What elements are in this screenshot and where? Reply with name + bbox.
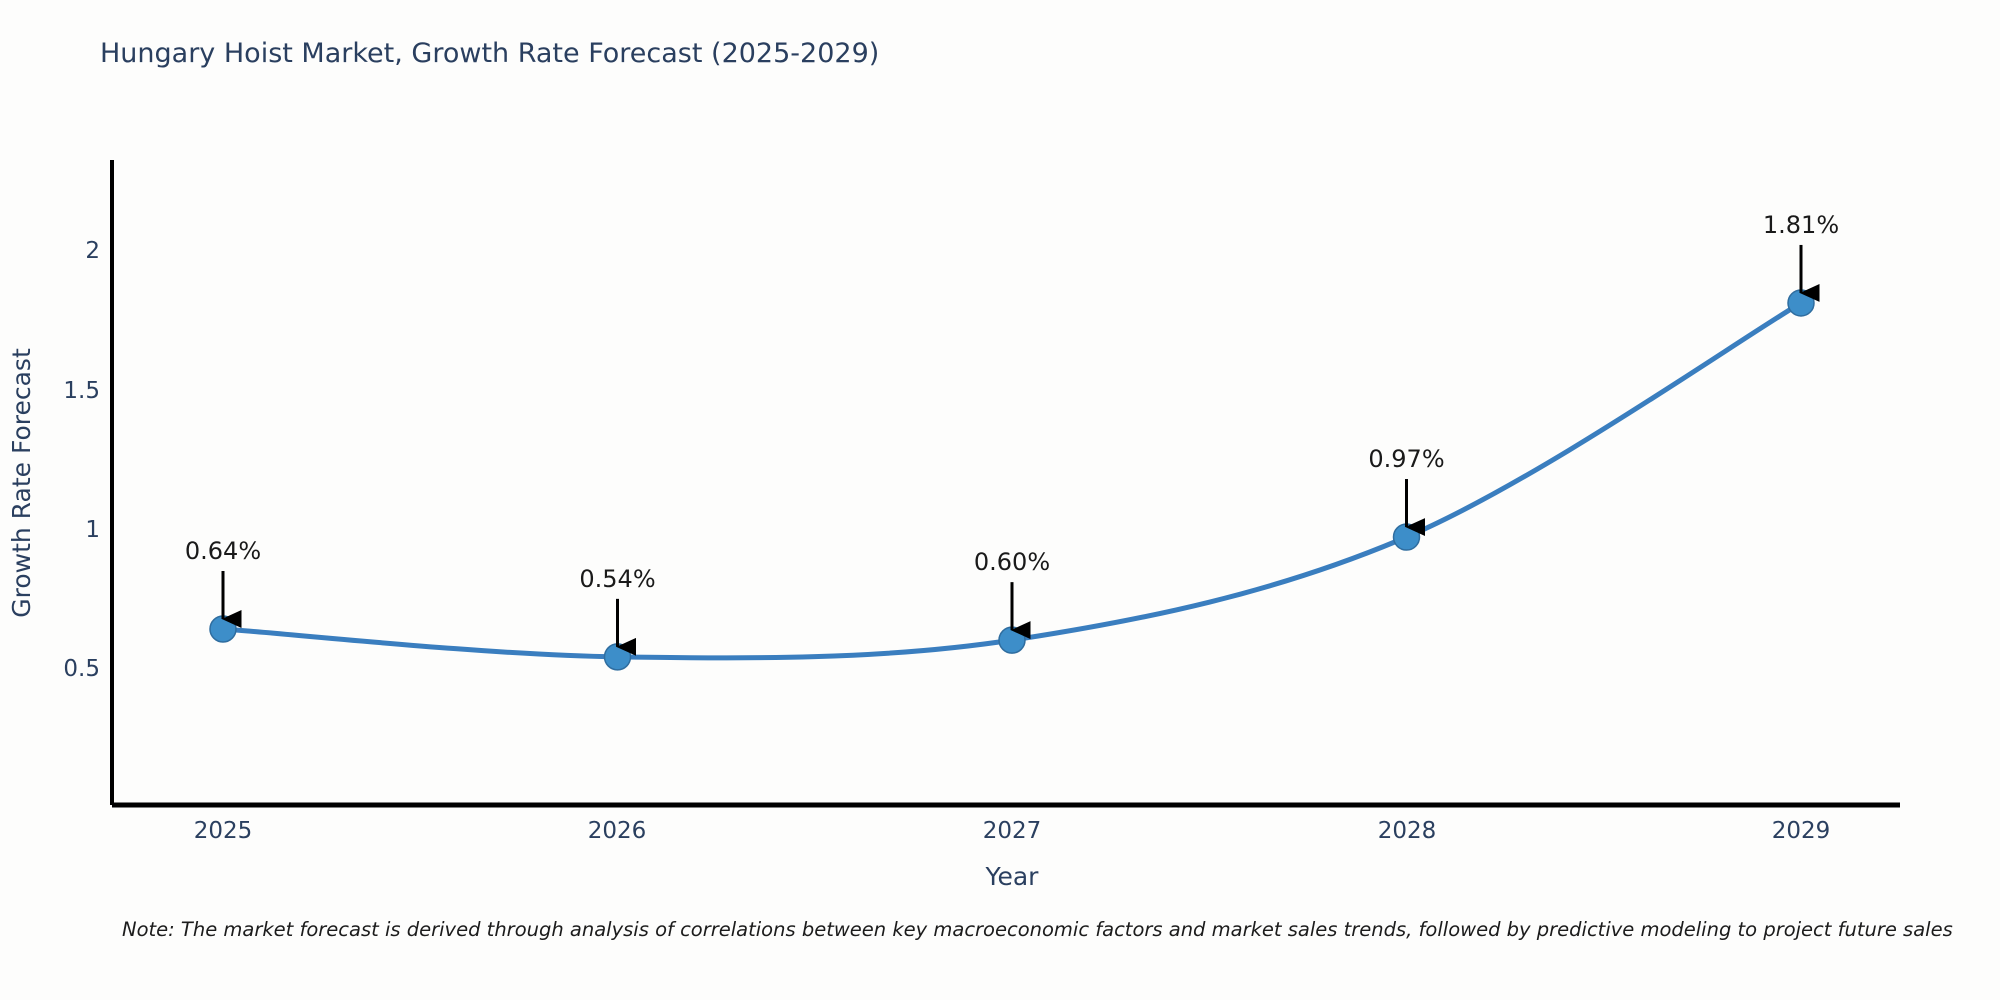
point-annotations: 0.64% 0.54% 0.60% 0.97% 1.81%	[185, 211, 1839, 656]
data-point-marker[interactable]	[998, 626, 1026, 654]
data-point-marker[interactable]	[1787, 289, 1815, 317]
data-point-marker[interactable]	[1392, 523, 1421, 551]
x-tick-label-2029: 2029	[1772, 818, 1831, 844]
x-tick-label-2028: 2028	[1378, 818, 1437, 844]
y-tick-label-2: 2	[85, 238, 100, 264]
page-title: Hungary Hoist Market, Growth Rate Foreca…	[100, 38, 880, 69]
y-axis-title: Growth Rate Forecast	[7, 348, 36, 618]
x-tick-label-2025: 2025	[194, 818, 253, 844]
y-tick-label-0.5: 0.5	[63, 656, 100, 682]
data-point-marker[interactable]	[603, 643, 632, 671]
x-tick-label-2026: 2026	[588, 818, 647, 844]
footnote-note: Note: The market forecast is derived thr…	[122, 918, 1953, 941]
data-point-label: 0.64%	[185, 537, 261, 565]
x-axis-title: Year	[985, 862, 1040, 891]
data-point-label: 0.60%	[974, 548, 1050, 576]
data-point-label: 0.97%	[1368, 445, 1444, 473]
x-tick-label-2027: 2027	[983, 818, 1042, 844]
y-tick-label-1: 1	[85, 517, 100, 543]
data-point-marker[interactable]	[209, 615, 237, 643]
data-point-label: 0.54%	[579, 565, 655, 593]
data-point-label: 1.81%	[1763, 211, 1839, 239]
y-tick-label-1.5: 1.5	[63, 378, 100, 404]
